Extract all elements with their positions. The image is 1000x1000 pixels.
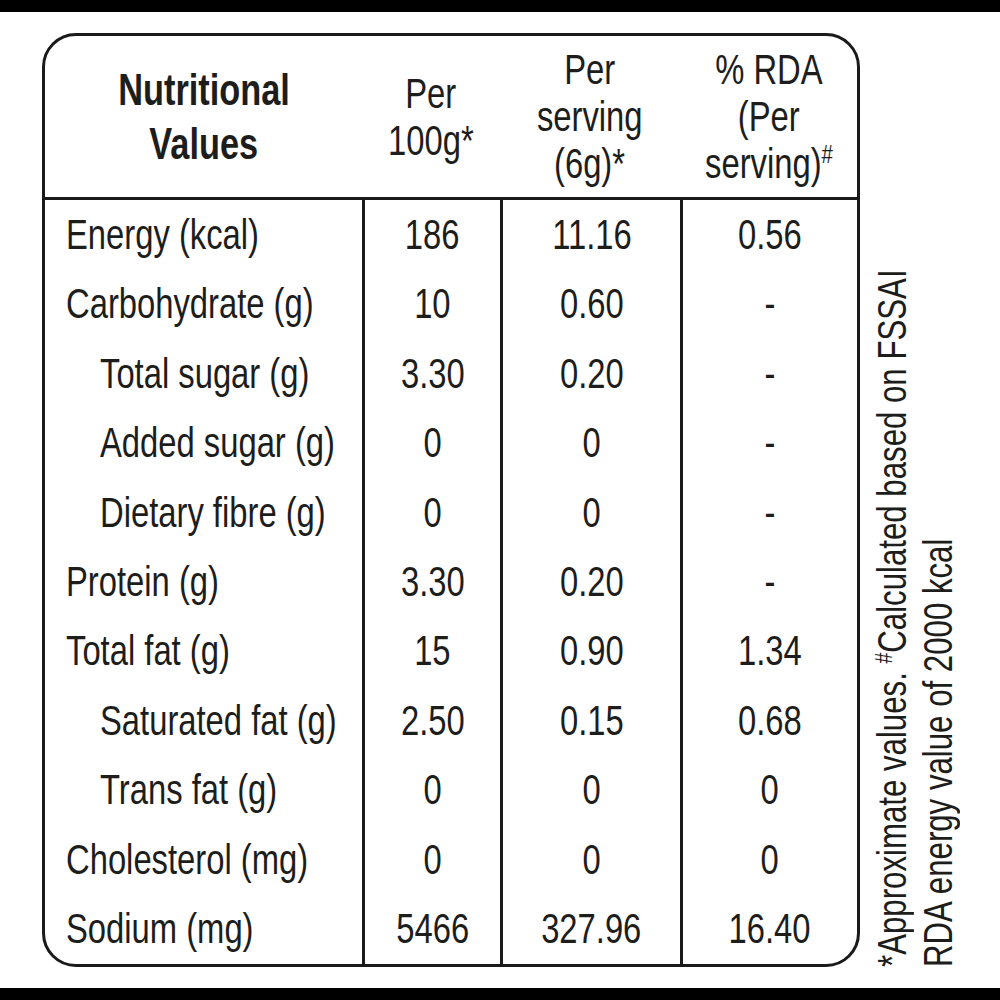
value-per-100g: 2.50	[362, 686, 500, 755]
header-line: Per	[406, 70, 457, 117]
value-rda: 0.68	[680, 686, 857, 755]
header-line: (6g)*	[554, 140, 625, 187]
row-label: Carbohydrate (g)	[45, 269, 362, 338]
row-label: Total fat (g)	[45, 617, 362, 686]
value-per-100g: 3.30	[362, 339, 500, 408]
header-line: % RDA	[715, 46, 822, 93]
hash-superscript: #	[870, 653, 897, 664]
nutrition-label: Nutritional Values Per 100g* Per serving…	[0, 0, 1000, 1000]
value-per-serving: 11.16	[500, 200, 680, 269]
hash-superscript: #	[821, 139, 832, 169]
value-per-serving: 0.20	[500, 547, 680, 616]
header-line: Nutritional	[118, 63, 290, 117]
value-rda: 0.56	[680, 200, 857, 269]
header-line: (Per	[738, 93, 800, 140]
footnote-vertical-text: *Approximate values. #Calculated based o…	[869, 187, 961, 967]
row-label: Cholesterol (mg)	[45, 825, 362, 894]
value-per-serving: 327.96	[500, 895, 680, 964]
value-per-100g: 186	[362, 200, 500, 269]
value-per-serving: 0	[500, 478, 680, 547]
value-per-100g: 5466	[362, 895, 500, 964]
value-per-100g: 0	[362, 408, 500, 477]
value-per-100g: 3.30	[362, 547, 500, 616]
value-per-serving: 0.60	[500, 269, 680, 338]
row-label: Total sugar (g)	[45, 339, 362, 408]
value-per-serving: 0	[500, 756, 680, 825]
value-per-serving: 0	[500, 408, 680, 477]
value-rda: -	[680, 269, 857, 338]
header-line: Values	[149, 117, 258, 171]
footnote-line-2: RDA energy value of 2000 kcal	[915, 187, 961, 967]
row-label: Sodium (mg)	[45, 895, 362, 964]
top-black-bar	[0, 0, 1000, 12]
value-per-serving: 0.20	[500, 339, 680, 408]
footnote-anchor: *Approximate values. #Calculated based o…	[869, 967, 1000, 1000]
row-label: Protein (g)	[45, 547, 362, 616]
nutrition-table: Nutritional Values Per 100g* Per serving…	[42, 33, 860, 967]
value-per-serving: 0	[500, 825, 680, 894]
header-rda: % RDA (Per serving)#	[680, 36, 857, 197]
row-label: Energy (kcal)	[45, 200, 362, 269]
footnote-line-1: *Approximate values. #Calculated based o…	[869, 187, 915, 967]
row-label: Trans fat (g)	[45, 756, 362, 825]
bottom-black-bar	[0, 988, 1000, 1000]
value-rda: -	[680, 339, 857, 408]
row-label: Saturated fat (g)	[45, 686, 362, 755]
value-rda: 0	[680, 756, 857, 825]
table-body: Energy (kcal) 186 11.16 0.56 Carbohydrat…	[45, 200, 857, 964]
table-header-row: Nutritional Values Per 100g* Per serving…	[45, 36, 857, 200]
value-rda: -	[680, 478, 857, 547]
value-per-100g: 10	[362, 269, 500, 338]
value-per-serving: 0.15	[500, 686, 680, 755]
value-rda: 1.34	[680, 617, 857, 686]
value-per-100g: 15	[362, 617, 500, 686]
value-per-serving: 0.90	[500, 617, 680, 686]
value-rda: -	[680, 547, 857, 616]
header-per-serving: Per serving (6g)*	[500, 36, 680, 197]
value-rda: 0	[680, 825, 857, 894]
header-nutritional-values: Nutritional Values	[45, 36, 362, 197]
header-line: serving)#	[705, 140, 833, 187]
row-label: Added sugar (g)	[45, 408, 362, 477]
header-line: Per	[565, 46, 616, 93]
header-line: 100g*	[388, 117, 474, 164]
value-rda: -	[680, 408, 857, 477]
value-per-100g: 0	[362, 756, 500, 825]
header-per-100g: Per 100g*	[362, 36, 500, 197]
value-rda: 16.40	[680, 895, 857, 964]
row-label: Dietary fibre (g)	[45, 478, 362, 547]
value-per-100g: 0	[362, 825, 500, 894]
header-line: serving	[537, 93, 643, 140]
value-per-100g: 0	[362, 478, 500, 547]
